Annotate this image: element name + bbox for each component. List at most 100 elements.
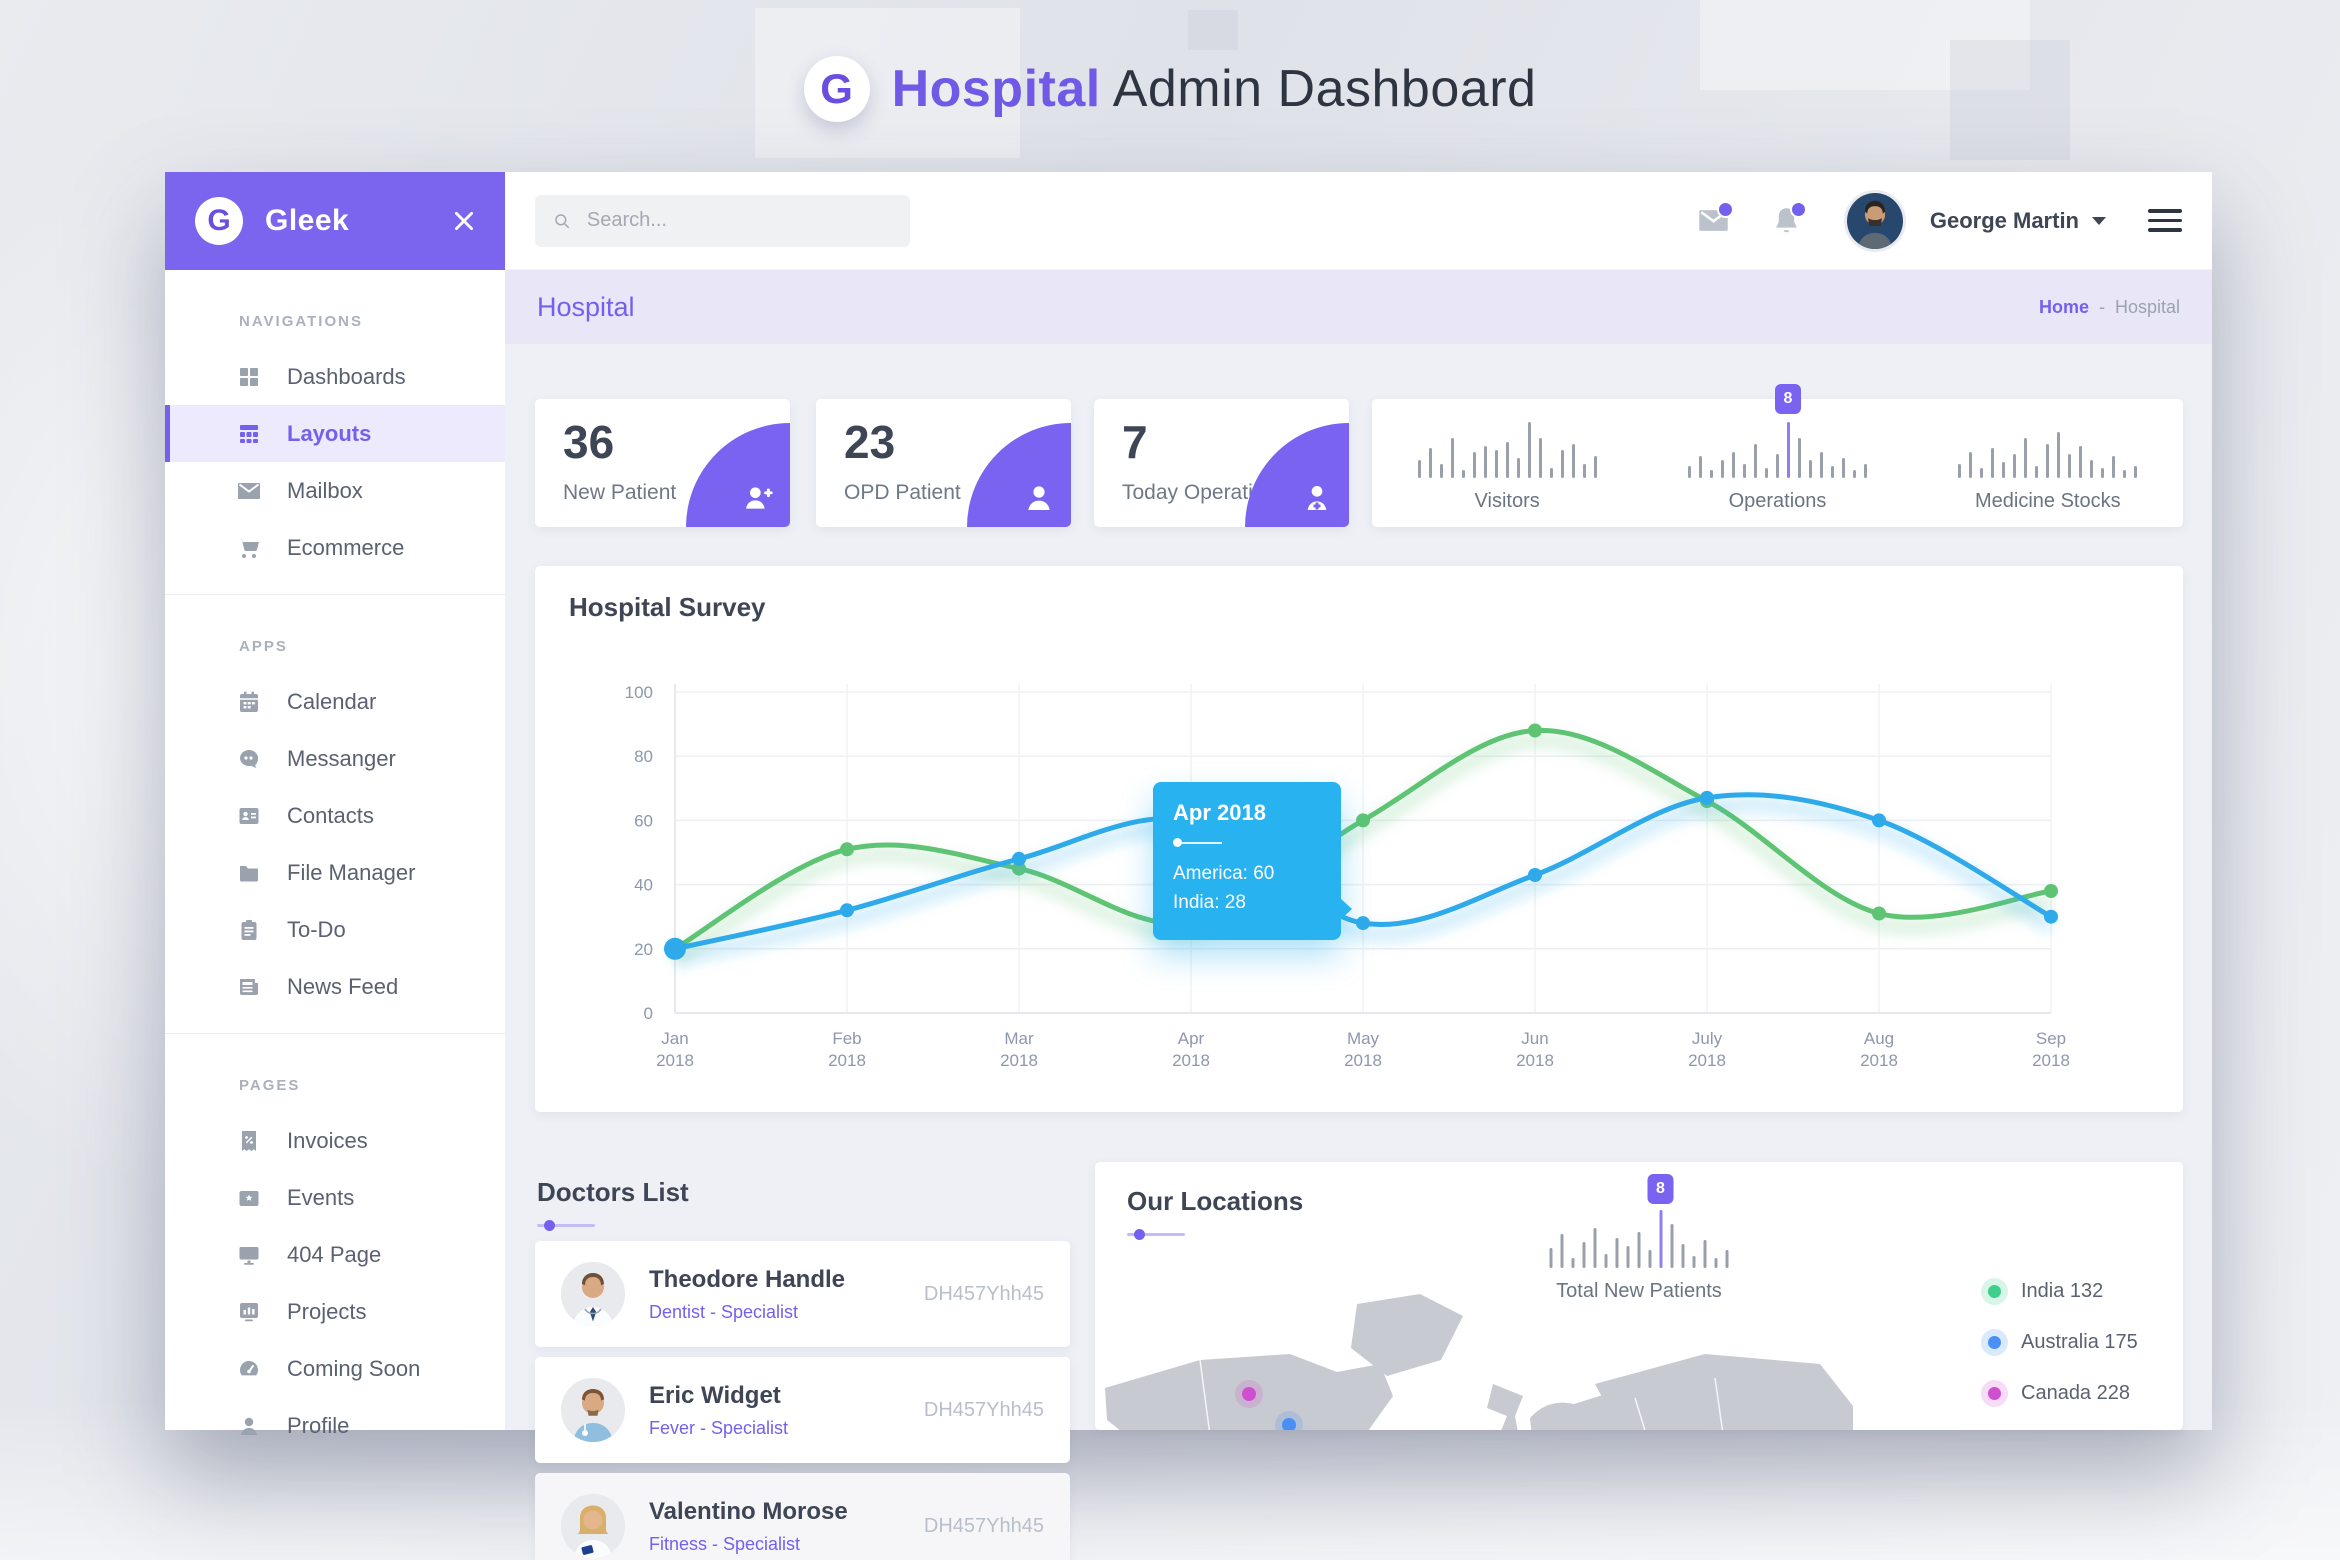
person-add-icon [742,482,774,514]
sidebar-item-contacts[interactable]: Contacts [165,787,505,844]
grid-icon [237,365,261,389]
folder-icon [237,861,261,885]
svg-text:July: July [1692,1029,1723,1048]
sidebar-divider [165,594,505,595]
mini-bar-chart-medicine-stocks: Medicine Stocks [1958,399,2138,527]
chart-tooltip: Apr 2018 America: 60 India: 28 [1153,782,1352,940]
svg-text:2018: 2018 [2032,1051,2070,1070]
sidebar: G Gleek NAVIGATIONS Dashboards Layouts Mail… [165,172,506,1438]
map-marker-australia[interactable] [1282,1418,1296,1430]
sidebar-divider [165,1033,505,1034]
sidebar-item-profile[interactable]: Profile [165,1397,505,1454]
search-box[interactable] [535,194,910,247]
brand-logo[interactable]: G [195,197,243,245]
sidebar-item-invoices[interactable]: Invoices [165,1112,505,1169]
survey-chart-title: Hospital Survey [569,592,766,622]
doctor-icon [1301,482,1333,514]
svg-text:2018: 2018 [1000,1051,1038,1070]
tooltip-title: Apr 2018 [1173,800,1266,825]
bars [1549,1210,1729,1268]
doctor-row-eric-widget[interactable]: Eric Widget Fever - Specialist DH457Yhh45 [535,1357,1070,1463]
svg-text:Aug: Aug [1864,1029,1894,1048]
sidebar-item-events[interactable]: Events [165,1169,505,1226]
tooltip-marker [1173,838,1321,847]
data-point [664,937,686,960]
sidebar-item-messanger[interactable]: Messanger [165,730,505,787]
user-icon [237,1414,261,1438]
user-avatar[interactable] [1843,189,1906,252]
sidebar-item-label: Coming Soon [287,1355,421,1381]
data-point [1528,868,1542,882]
mini-bars: 8 [1687,384,1867,478]
sidebar-item-file-manager[interactable]: File Manager [165,844,505,901]
page-title-highlight: Hospital [891,60,1101,118]
gauge-icon [237,1357,261,1381]
doctor-id: DH457Yhh45 [923,1398,1044,1421]
contact-card-icon [237,804,261,828]
sidebar-item-mailbox[interactable]: Mailbox [165,462,505,519]
sidebar-item-404-page[interactable]: 404 Page [165,1226,505,1283]
breadcrumb-home-link[interactable]: Home [2038,296,2089,317]
mini-bars: 8 [1549,1174,1729,1268]
doctor-avatar [561,1494,625,1558]
doctor-avatar [561,1378,625,1442]
breadcrumb-page-title: Hospital [537,291,635,322]
invoice-icon [237,1129,261,1153]
sidebar-item-coming-soon[interactable]: Coming Soon [165,1340,505,1397]
doctor-info: Valentino Morose Fitness - Specialist [649,1498,848,1555]
sidebar-item-dashboards[interactable]: Dashboards [165,348,505,405]
stat-value: 36 [563,416,615,468]
background-shape [755,8,1020,158]
notifications-icon[interactable] [1771,201,1807,236]
background-shape [1700,0,2030,90]
app-logo-letter: G [820,65,853,112]
bars [1687,420,1867,478]
slider-decoration[interactable] [537,1220,595,1231]
sidebar-item-label: To-Do [287,916,346,942]
map-marker-canada[interactable] [1242,1387,1256,1401]
stat-card-today-operations: 7 Today Operations [1094,399,1349,527]
user-menu[interactable]: George Martin [1930,208,2106,234]
doctor-info: Theodore Handle Dentist - Specialist [649,1266,845,1323]
search-input[interactable] [584,208,892,233]
doctor-row-theodore-handle[interactable]: Theodore Handle Dentist - Specialist DH457… [535,1241,1070,1347]
doctor-name: Eric Widget [649,1381,781,1409]
series-america [664,790,2058,967]
legend-label: India 132 [2021,1280,2104,1302]
svg-text:Feb: Feb [832,1029,861,1048]
sidebar-item-label: Profile [287,1412,350,1438]
doctors-list-title: Doctors List [537,1177,689,1207]
svg-text:2018: 2018 [1860,1051,1898,1070]
svg-text:Mar: Mar [1004,1029,1034,1048]
app-logo: G [803,56,870,122]
sidebar-item-ecommerce[interactable]: Ecommerce [165,519,505,576]
sidebar-item-layouts[interactable]: Layouts [165,405,505,462]
mini-bar-chart-operations: 8 Operations [1687,384,1867,527]
sidebar-item-to-do[interactable]: To-Do [165,901,505,958]
topbar-actions: George Martin [1698,189,2182,252]
breadcrumb-current: Hospital [2114,296,2180,317]
mini-chart-label: Medicine Stocks [1975,490,2121,512]
event-icon [237,1186,261,1210]
doctor-row-valentino-morose[interactable]: Valentino Morose Fitness - Specialist DH45… [535,1473,1070,1560]
sidebar-item-label: Dashboards [287,363,406,389]
sidebar-item-news-feed[interactable]: News Feed [165,958,505,1015]
doctors-list-header: Doctors List [537,1177,689,1231]
sidebar-item-calendar[interactable]: Calendar [165,673,505,730]
content-area: 36 New Patient 23 OPD Patient 7 Today Operati… [505,344,2212,1560]
breadcrumb: Home - Hospital [2039,297,2180,318]
page-title: Hospital Admin Dashboard [892,59,1537,119]
total-new-patients-chart: 8 Total New Patients [1549,1174,1729,1317]
svg-text:2018: 2018 [1688,1051,1726,1070]
sidebar-toggle-icon[interactable] [451,208,477,234]
mini-charts-card: Visitors 8 Operations Medicine Stocks [1372,384,2183,527]
slider-decoration[interactable] [1127,1229,1185,1240]
messages-icon[interactable] [1698,201,1734,236]
data-point [1872,906,1886,921]
dashboard-window: G Gleek NAVIGATIONS Dashboards Layouts Mail… [165,172,2212,1560]
doctor-name: Theodore Handle [649,1265,846,1293]
sidebar-item-projects[interactable]: Projects [165,1283,505,1340]
menu-icon[interactable] [2148,203,2182,238]
locations-title: Our Locations [1127,1186,1304,1216]
background-shape [1188,10,1238,50]
